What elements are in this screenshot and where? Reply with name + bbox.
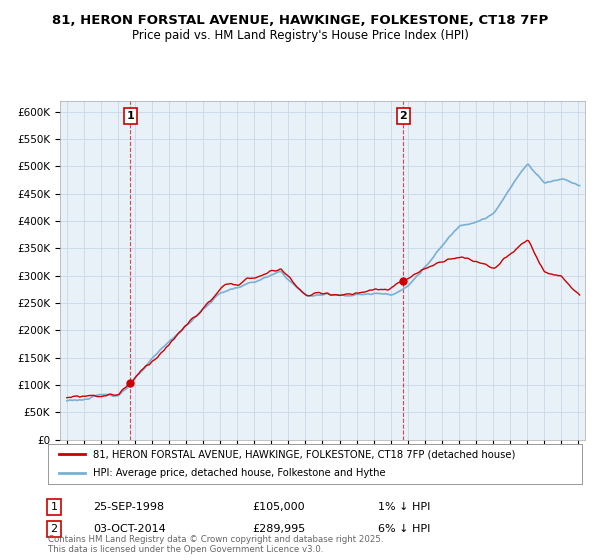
Text: 2: 2 <box>50 524 58 534</box>
Text: 1: 1 <box>50 502 58 512</box>
Text: 25-SEP-1998: 25-SEP-1998 <box>93 502 164 512</box>
Text: £289,995: £289,995 <box>252 524 305 534</box>
Text: 1% ↓ HPI: 1% ↓ HPI <box>378 502 430 512</box>
Text: Contains HM Land Registry data © Crown copyright and database right 2025.
This d: Contains HM Land Registry data © Crown c… <box>48 535 383 554</box>
Text: 81, HERON FORSTAL AVENUE, HAWKINGE, FOLKESTONE, CT18 7FP: 81, HERON FORSTAL AVENUE, HAWKINGE, FOLK… <box>52 14 548 27</box>
Text: Price paid vs. HM Land Registry's House Price Index (HPI): Price paid vs. HM Land Registry's House … <box>131 29 469 42</box>
Text: HPI: Average price, detached house, Folkestone and Hythe: HPI: Average price, detached house, Folk… <box>94 468 386 478</box>
Text: 6% ↓ HPI: 6% ↓ HPI <box>378 524 430 534</box>
Text: 03-OCT-2014: 03-OCT-2014 <box>93 524 166 534</box>
Text: 2: 2 <box>400 111 407 121</box>
Text: £105,000: £105,000 <box>252 502 305 512</box>
Text: 1: 1 <box>127 111 134 121</box>
Text: 81, HERON FORSTAL AVENUE, HAWKINGE, FOLKESTONE, CT18 7FP (detached house): 81, HERON FORSTAL AVENUE, HAWKINGE, FOLK… <box>94 449 516 459</box>
